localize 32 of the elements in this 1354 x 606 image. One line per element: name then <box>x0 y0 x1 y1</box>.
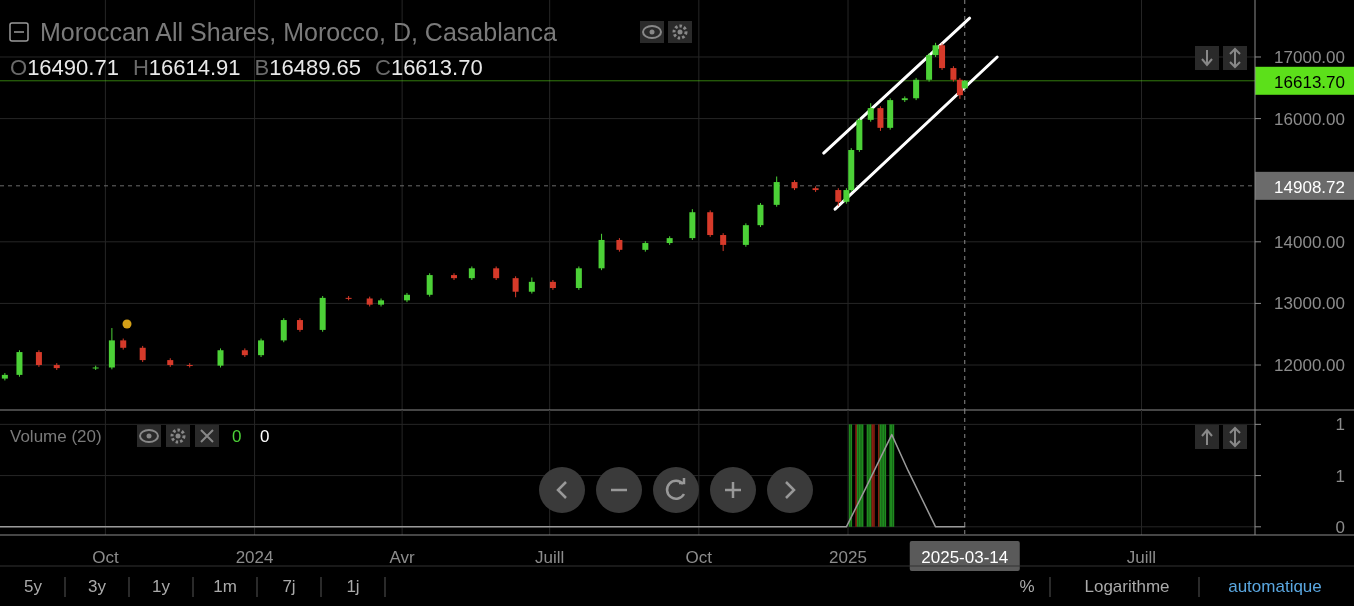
text: 5y <box>24 577 43 596</box>
ref-line-label: 16613.70 <box>1274 72 1345 92</box>
x-tick-label: 2024 <box>235 548 274 567</box>
x-tick-label: Juill <box>535 548 565 567</box>
text: 1y <box>152 577 171 596</box>
ref-line-label: 14908.72 <box>1274 177 1345 197</box>
text: automatique <box>1228 577 1322 596</box>
x-tick-label: Juill <box>1126 548 1157 567</box>
text: O16490.71 H16614.91 B16489.65 C16613.70 <box>10 55 483 80</box>
x-tick-label: Avr <box>389 548 416 567</box>
text: Logarithme <box>1084 577 1170 596</box>
text: Volume (20) <box>10 427 102 446</box>
x-tick-label: 2025 <box>829 548 867 567</box>
text: 1m <box>213 577 237 596</box>
y-tick-label: 13000.00 <box>1274 294 1345 314</box>
text: % <box>1019 577 1035 596</box>
ref-line-label: 2025-03-14 <box>921 548 1009 567</box>
y-tick-label: 12000.00 <box>1274 356 1345 376</box>
y-tick-label: 16000.00 <box>1274 109 1345 129</box>
text: 1j <box>346 577 360 596</box>
x-tick-label: Oct <box>92 548 119 567</box>
y-tick-label: 1 <box>1335 466 1345 486</box>
annotation: 0 <box>260 427 270 446</box>
y-tick-label: 1 <box>1335 415 1345 435</box>
annotation: 0 <box>232 427 242 446</box>
x-tick-label: Oct <box>685 548 713 567</box>
text: 3y <box>88 577 107 596</box>
y-tick-label: 14000.00 <box>1274 232 1345 252</box>
y-tick-label: 17000.00 <box>1274 47 1345 67</box>
text: 7j <box>282 577 296 596</box>
y-tick-label: 0 <box>1335 517 1345 537</box>
text: Moroccan All Shares, Morocco, D, Casablanca <box>40 18 557 46</box>
